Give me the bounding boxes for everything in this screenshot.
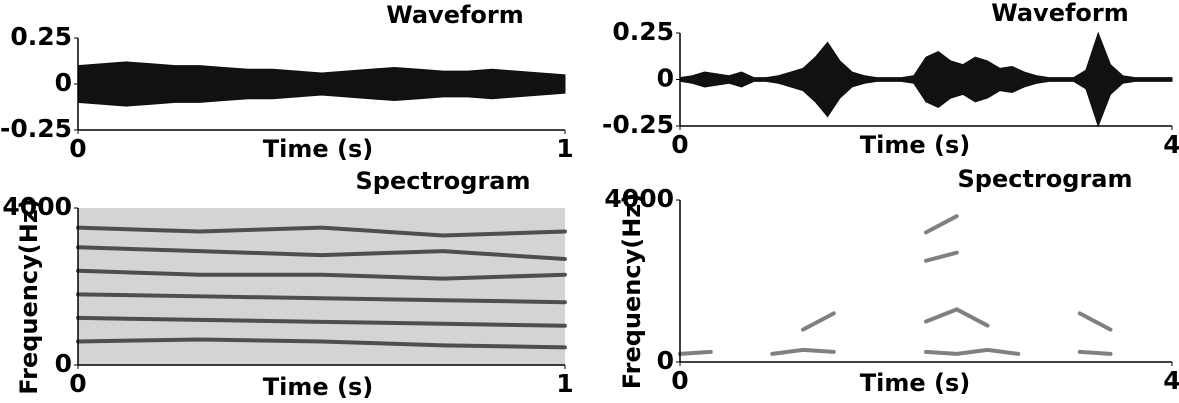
y-tick-label: 0.25 [612,17,674,46]
x-axis-label: Time (s) [263,373,373,401]
y-tick-label: -0.25 [602,110,674,139]
y-tick-label: 4000 [2,192,72,221]
x-tick-label: 0 [69,134,86,163]
chart-title: Waveform [386,1,524,29]
chart-title: Spectrogram [958,165,1133,193]
y-tick-label: 0 [657,346,674,375]
plot-background [680,200,1172,362]
x-tick-label: 0 [671,130,688,159]
y-tick-label: 4000 [604,184,674,213]
y-tick-label: 0 [55,349,72,378]
x-tick-label: 0 [69,369,86,398]
y-tick-label: -0.25 [0,114,72,143]
harmonic-track [678,347,1113,356]
chart-title: Waveform [991,0,1129,27]
harmonic-track [76,245,567,262]
harmonic-track [76,292,567,305]
x-tick-label: 0 [671,366,688,395]
x-tick-label: 1 [556,369,573,398]
y-axis-label: Frequency(Hz) [618,193,646,389]
harmonic-track [801,307,1113,332]
chart-title: Spectrogram [356,167,531,195]
x-axis-label: Time (s) [263,135,373,163]
x-tick-label: 4 [1163,366,1179,395]
y-tick-label: 0 [55,68,72,97]
y-axis-label: Frequency(Hz) [15,198,43,394]
harmonic-track [76,268,567,281]
y-tick-label: 0.25 [10,22,72,51]
y-tick-label: 0 [657,64,674,93]
harmonic-track [76,315,567,328]
harmonic-track [76,225,567,238]
x-axis-label: Time (s) [860,369,970,397]
harmonic-track [76,337,567,350]
x-tick-label: 4 [1163,130,1179,159]
x-tick-label: 1 [556,134,573,163]
x-axis-label: Time (s) [860,131,970,159]
